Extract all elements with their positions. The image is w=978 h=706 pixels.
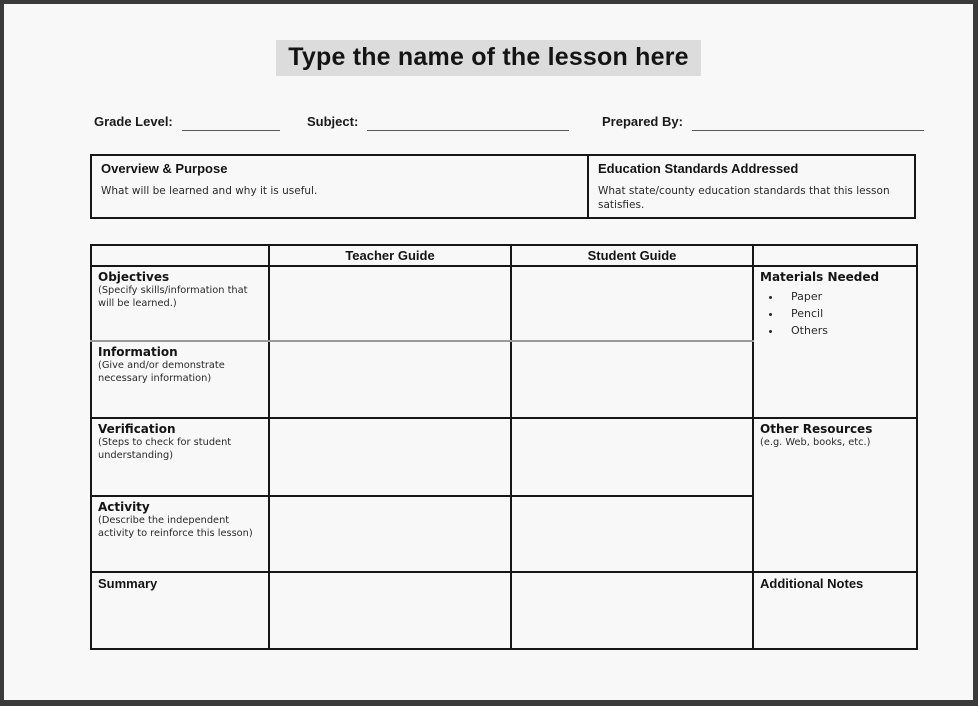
grade-level-label: Grade Level: [94,114,173,129]
materials-bullet-item: Paper [782,290,910,303]
materials-list: Paper Pencil Others [764,290,910,337]
prepared-by-label: Prepared By: [602,114,683,129]
other-resources-heading: Other Resources [760,422,873,436]
other-resources-note: (e.g. Web, books, etc.) [760,437,871,449]
objectives-row-header: Objectives (Specify skills/information t… [90,265,270,342]
materials-bullet-item: Pencil [782,307,910,320]
grade-level-field: Grade Level: [94,113,280,131]
subject-field: Subject: [307,113,570,131]
objectives-student-guide-cell[interactable] [510,265,754,342]
lesson-plan-table: Teacher Guide Student Guide Objectives (… [90,244,918,650]
other-resources-cell[interactable]: Other Resources (e.g. Web, books, etc.) [752,417,918,573]
education-standards-section[interactable]: Education Standards Addressed What state… [589,156,914,217]
overview-purpose-description: What will be learned and why it is usefu… [101,185,318,197]
activity-row-header: Activity (Describe the independent activ… [90,495,270,573]
summary-student-guide-cell[interactable] [510,571,754,650]
overview-standards-box: Overview & Purpose What will be learned … [90,154,916,219]
additional-notes-heading: Additional Notes [760,576,864,591]
subject-label: Subject: [307,114,359,129]
information-student-guide-cell[interactable] [510,340,754,419]
overview-purpose-heading: Overview & Purpose [101,161,228,176]
activity-teacher-guide-cell[interactable] [268,495,512,573]
subject-input-line[interactable] [367,115,570,131]
corner-cell-left [90,244,270,267]
materials-needed-heading: Materials Needed [760,270,880,284]
verification-note: (Steps to check for student understandin… [98,437,232,461]
information-row-header: Information (Give and/or demonstrate nec… [90,340,270,419]
objectives-note: (Specify skills/information that will be… [98,285,248,309]
objectives-heading: Objectives [98,270,170,284]
summary-heading: Summary [98,576,158,591]
summary-row-header: Summary [90,571,270,650]
verification-student-guide-cell[interactable] [510,417,754,497]
information-note: (Give and/or demonstrate necessary infor… [98,360,225,384]
education-standards-description: What state/county education standards th… [598,185,890,211]
additional-notes-cell[interactable]: Additional Notes [752,571,918,650]
corner-cell-right [752,244,918,267]
materials-needed-cell[interactable]: Materials Needed Paper Pencil Others [752,265,918,419]
information-teacher-guide-cell[interactable] [268,340,512,419]
grade-level-input-line[interactable] [181,115,280,131]
overview-purpose-section[interactable]: Overview & Purpose What will be learned … [92,156,589,217]
title-area: Type the name of the lesson here [4,40,973,76]
materials-bullet-item: Others [782,324,910,337]
summary-teacher-guide-cell[interactable] [268,571,512,650]
teacher-guide-column-header: Teacher Guide [268,244,512,267]
header-fields: Grade Level: Subject: Prepared By: [94,113,924,139]
activity-note: (Describe the independent activity to re… [98,515,253,539]
activity-heading: Activity [98,500,150,514]
information-heading: Information [98,345,178,359]
verification-teacher-guide-cell[interactable] [268,417,512,497]
education-standards-heading: Education Standards Addressed [598,161,799,176]
prepared-by-field: Prepared By: [602,113,924,131]
prepared-by-input-line[interactable] [691,115,924,131]
activity-student-guide-cell[interactable] [510,495,754,573]
objectives-teacher-guide-cell[interactable] [268,265,512,342]
student-guide-column-header: Student Guide [510,244,754,267]
verification-heading: Verification [98,422,176,436]
lesson-title-placeholder[interactable]: Type the name of the lesson here [276,40,701,76]
verification-row-header: Verification (Steps to check for student… [90,417,270,497]
